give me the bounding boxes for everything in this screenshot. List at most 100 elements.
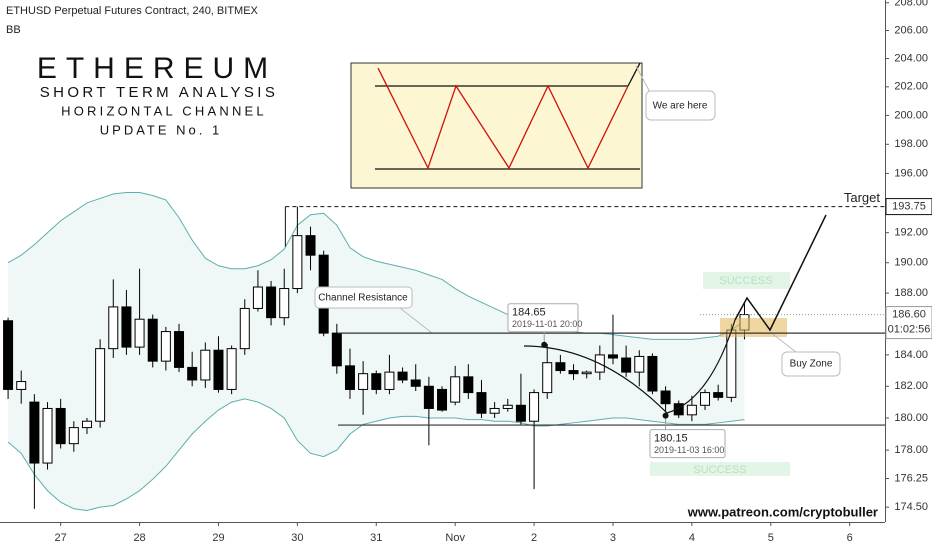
candle-body: [108, 306, 119, 350]
y-tick-label: 202.00: [894, 81, 928, 93]
candle-body: [16, 381, 27, 390]
countdown: 01:02:56: [888, 323, 931, 335]
candle-body: [174, 331, 185, 368]
candle-body: [581, 371, 592, 375]
path-arc: [523, 319, 736, 414]
candle-body: [423, 385, 434, 409]
x-tick-label: 30: [291, 532, 303, 544]
band-line: [7, 398, 745, 511]
marker-time: 2019-11-03 16:00: [654, 445, 724, 455]
marker-box: [649, 429, 726, 459]
indicator-label: BB: [6, 24, 21, 36]
candle-body: [344, 365, 355, 390]
target-label: Target: [844, 190, 881, 205]
y-tick-label: 180.00: [894, 412, 928, 424]
candle-body: [121, 306, 132, 348]
candle-body: [686, 404, 697, 416]
success-box: [703, 272, 790, 289]
marker-value: 184.65: [512, 307, 546, 319]
candle-body: [437, 388, 448, 411]
y-tick-label: 184.00: [894, 349, 928, 361]
callout-box: [781, 351, 841, 377]
y-tick-label: 174.50: [894, 501, 928, 513]
candle-body: [292, 235, 303, 290]
candle-body: [371, 373, 382, 390]
x-tick-label: 6: [847, 532, 853, 544]
candle-body: [213, 349, 224, 390]
x-tick-label: Nov: [445, 532, 465, 544]
candle-body: [713, 392, 724, 398]
inset-zigzag: [377, 67, 629, 170]
candle-body: [81, 420, 92, 429]
inset-current: [627, 62, 641, 87]
price-label-box: [885, 198, 932, 216]
candle-body: [410, 379, 421, 387]
current-price-label: 186.60: [892, 308, 926, 320]
candle-body: [200, 349, 211, 381]
y-tick-label: 200.00: [894, 109, 928, 121]
target-price-label: 193.75: [892, 201, 926, 213]
marker-value: 180.15: [654, 433, 688, 445]
candle-body: [384, 371, 395, 390]
candle-body: [3, 320, 14, 390]
callout-text: Buy Zone: [790, 359, 833, 370]
candle-body: [358, 373, 369, 390]
candle-body: [134, 318, 145, 348]
callout-box: [314, 286, 413, 309]
candle-body: [647, 355, 658, 392]
band-layer: [7, 192, 745, 511]
y-tick-label: 192.00: [894, 227, 928, 239]
marker-dot: [541, 341, 548, 348]
x-tick-label: 2: [531, 532, 537, 544]
candle-body: [29, 401, 40, 464]
success-text: SUCCESS: [693, 464, 746, 476]
candle-body: [542, 362, 553, 394]
band-fill: [8, 192, 745, 511]
candle-body: [239, 307, 250, 350]
watermark: www.patreon.com/cryptobuller: [687, 504, 878, 519]
projection-path: [734, 214, 827, 332]
candle-body: [160, 331, 171, 362]
candle-body: [502, 404, 513, 409]
candle-body: [397, 371, 408, 381]
y-tick-label: 206.00: [894, 24, 928, 36]
inset-box: [350, 62, 643, 189]
x-tick-label: 27: [55, 532, 67, 544]
y-tick-label: 198.00: [894, 138, 928, 150]
band-line: [7, 192, 745, 340]
callout-pointer: [769, 331, 797, 353]
candle-body: [226, 348, 237, 390]
candle-body: [55, 407, 66, 445]
y-tick-label: 208.00: [894, 0, 928, 9]
candle-body: [568, 370, 579, 375]
candle-body: [607, 354, 618, 359]
marker-time: 2019-11-01 20:00: [512, 319, 582, 329]
candle-body: [305, 235, 316, 256]
candle-body: [252, 286, 263, 309]
y-tick-label: 176.25: [894, 472, 928, 484]
candle-body: [266, 286, 277, 319]
callout-text: Channel Resistance: [318, 293, 408, 304]
candle-body: [95, 348, 106, 422]
callout-pointer: [399, 307, 433, 334]
x-tick-label: 5: [768, 532, 774, 544]
y-tick-label: 196.00: [894, 167, 928, 179]
x-tick-label: 4: [689, 532, 695, 544]
candle-body: [450, 376, 461, 403]
headline: HORIZONTAL CHANNEL: [61, 103, 267, 118]
y-tick-label: 190.00: [894, 257, 928, 269]
headline: UPDATE No. 1: [100, 122, 222, 137]
x-tick-label: 31: [370, 532, 382, 544]
marker-box: [507, 303, 579, 333]
candle-body: [42, 407, 53, 464]
candle-body: [68, 427, 79, 445]
headline: SHORT TERM ANALYSIS: [40, 84, 279, 101]
marker-dot: [662, 412, 669, 419]
y-tick-label: 188.00: [894, 287, 928, 299]
x-tick-label: 28: [133, 532, 145, 544]
candle-body: [555, 362, 566, 372]
success-text: SUCCESS: [719, 275, 772, 287]
candle-body: [147, 318, 158, 362]
candle-body: [634, 355, 645, 373]
callout-text: We are here: [653, 101, 708, 112]
